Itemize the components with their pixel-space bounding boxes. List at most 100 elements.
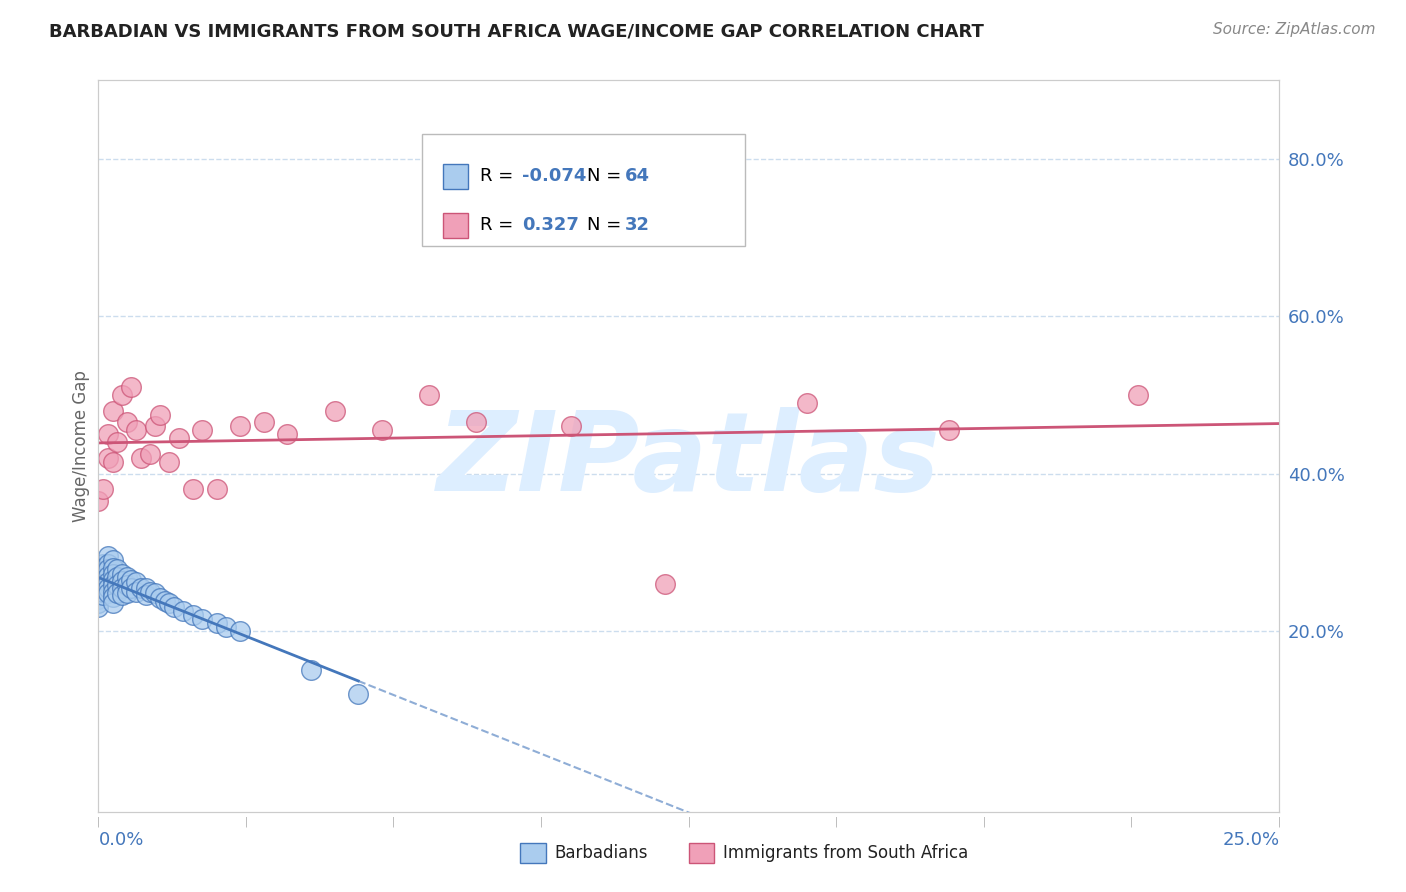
Point — [135, 589, 157, 603]
Text: 25.0%: 25.0% — [1222, 831, 1279, 849]
Point — [143, 419, 166, 434]
Text: Barbadians: Barbadians — [554, 844, 648, 862]
Point — [87, 581, 110, 595]
Point — [97, 581, 120, 595]
Point — [215, 620, 238, 634]
Text: |: | — [688, 816, 690, 827]
Text: N =: N = — [586, 167, 627, 185]
Point — [91, 565, 114, 579]
Point — [229, 419, 252, 434]
Text: -0.074: -0.074 — [522, 167, 586, 185]
Point — [129, 581, 152, 595]
Text: R =: R = — [479, 217, 519, 235]
Point — [157, 596, 180, 610]
Point — [796, 396, 818, 410]
Point — [205, 482, 228, 496]
Point — [105, 562, 128, 576]
Point — [253, 416, 276, 430]
Point — [87, 592, 110, 607]
Point — [91, 589, 114, 603]
Text: |: | — [540, 816, 543, 827]
Point — [121, 380, 143, 394]
Point — [139, 584, 162, 599]
Text: ZIPatlas: ZIPatlas — [437, 407, 941, 514]
Point — [115, 586, 138, 600]
Point — [229, 624, 252, 638]
Text: 0.0%: 0.0% — [98, 831, 143, 849]
Point — [91, 557, 114, 571]
Point — [149, 591, 172, 605]
Point — [101, 553, 124, 567]
Point — [205, 615, 228, 630]
Point — [111, 567, 134, 582]
Point — [97, 427, 120, 442]
Text: 0.327: 0.327 — [522, 217, 579, 235]
Point — [101, 573, 124, 587]
Point — [167, 431, 190, 445]
Text: R =: R = — [479, 167, 519, 185]
Text: N =: N = — [586, 217, 627, 235]
Text: |: | — [835, 816, 838, 827]
Point — [125, 584, 148, 599]
Point — [87, 600, 110, 615]
Point — [135, 581, 157, 595]
Point — [111, 589, 134, 603]
Point — [101, 590, 124, 604]
Point — [105, 435, 128, 450]
Point — [87, 573, 110, 587]
Point — [91, 576, 114, 591]
Y-axis label: Wage/Income Gap: Wage/Income Gap — [72, 370, 90, 522]
Point — [87, 576, 110, 591]
Text: 64: 64 — [624, 167, 650, 185]
Point — [105, 570, 128, 584]
Point — [87, 584, 110, 599]
Point — [121, 581, 143, 595]
Point — [97, 568, 120, 582]
Point — [105, 578, 128, 592]
Point — [1126, 388, 1149, 402]
Point — [97, 557, 120, 571]
Point — [139, 447, 162, 461]
Point — [91, 581, 114, 595]
Point — [91, 573, 114, 587]
Point — [97, 575, 120, 590]
Point — [101, 584, 124, 599]
Point — [101, 578, 124, 592]
Point — [172, 604, 194, 618]
Point — [191, 612, 214, 626]
Point — [276, 427, 298, 442]
Point — [91, 561, 114, 575]
Text: |: | — [1278, 816, 1281, 827]
Point — [115, 416, 138, 430]
Point — [101, 561, 124, 575]
Text: Immigrants from South Africa: Immigrants from South Africa — [723, 844, 967, 862]
Point — [87, 589, 110, 603]
Point — [115, 570, 138, 584]
Point — [101, 567, 124, 582]
Text: |: | — [245, 816, 247, 827]
Point — [97, 450, 120, 465]
Point — [125, 575, 148, 590]
Point — [97, 586, 120, 600]
Point — [654, 576, 676, 591]
Point — [111, 582, 134, 596]
Point — [129, 450, 152, 465]
Point — [111, 388, 134, 402]
Text: Source: ZipAtlas.com: Source: ZipAtlas.com — [1212, 22, 1375, 37]
Point — [347, 687, 370, 701]
Point — [101, 455, 124, 469]
Point — [560, 419, 582, 434]
Point — [97, 549, 120, 563]
Point — [371, 423, 394, 437]
Point — [163, 600, 186, 615]
Point — [323, 403, 346, 417]
Text: |: | — [97, 816, 100, 827]
Point — [125, 423, 148, 437]
Point — [299, 663, 322, 677]
Point — [97, 562, 120, 576]
Point — [87, 494, 110, 508]
Point — [181, 608, 204, 623]
Point — [87, 596, 110, 610]
Point — [465, 416, 488, 430]
Point — [101, 595, 124, 609]
